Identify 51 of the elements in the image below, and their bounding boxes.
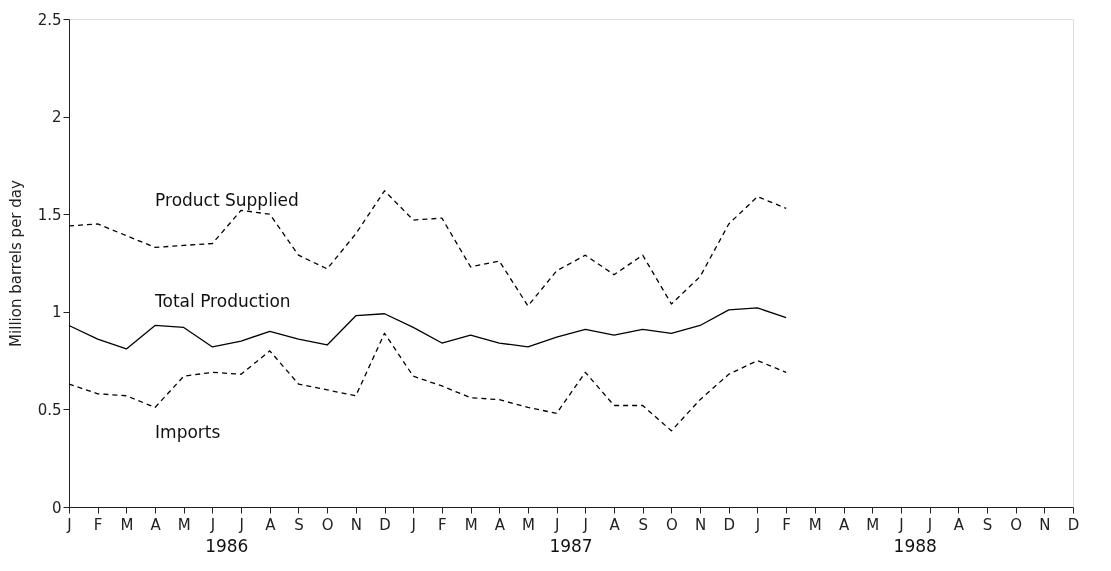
x-tick-label: A (150, 515, 162, 534)
x-tick-label: S (982, 515, 993, 534)
x-tick-label: S (294, 515, 304, 534)
x-tick-label: J (553, 515, 560, 534)
x-tick-label: O (321, 515, 334, 534)
x-tick-label: M (120, 515, 134, 534)
x-tick-label: J (238, 515, 244, 534)
text: 1986 (205, 536, 249, 556)
x-tick-label: J (926, 515, 933, 534)
x-tick-label: A (494, 515, 506, 534)
text: 1987 (549, 536, 593, 556)
x-tick-label: D (723, 515, 736, 534)
x-tick-label: M (464, 515, 478, 534)
y-tick-label: 0 (51, 498, 62, 517)
y-tick-label: 1.5 (37, 205, 62, 224)
x-tick-label: M (866, 515, 880, 534)
x-tick-label: D (1067, 515, 1080, 534)
x-tick-label: M (177, 515, 191, 534)
x-tick-label: O (1010, 515, 1023, 534)
line-series (68, 307, 787, 350)
x-tick-label: O (665, 515, 678, 534)
x-tick-label: N (1039, 515, 1051, 534)
y-tick-label: 2.5 (37, 10, 62, 29)
y-tick-label: 1 (51, 303, 62, 322)
text: 1988 (893, 536, 937, 556)
x-tick-label: F (93, 515, 103, 534)
series-label: Product Supplied (155, 189, 299, 210)
x-tick-label: F (782, 515, 791, 534)
series-label: Total Production (154, 291, 291, 312)
x-tick-label: M (808, 515, 822, 534)
x-tick-label: J (209, 515, 216, 534)
x-tick-label: M (521, 515, 535, 534)
x-tick-label: A (609, 515, 621, 534)
x-tick-label: A (265, 515, 277, 534)
y-tick-label: 0.5 (37, 400, 62, 419)
x-tick-label: J (754, 515, 761, 534)
x-tick-label: J (582, 515, 589, 534)
x-tick-label: N (694, 515, 707, 534)
y-axis-title: Million barrels per day (6, 180, 25, 347)
x-tick-label: J (898, 515, 904, 534)
line-series (68, 190, 787, 307)
x-tick-label: A (838, 515, 850, 534)
x-tick-label: A (953, 515, 965, 534)
x-tick-label: S (638, 515, 648, 534)
series-label: Imports (155, 421, 221, 442)
x-tick-label: J (66, 515, 72, 534)
x-tick-label: N (350, 515, 362, 534)
x-tick-label: F (438, 515, 447, 534)
x-tick-label: J (410, 515, 416, 534)
x-tick-label: D (379, 515, 391, 534)
y-tick-label: 2 (51, 108, 62, 127)
